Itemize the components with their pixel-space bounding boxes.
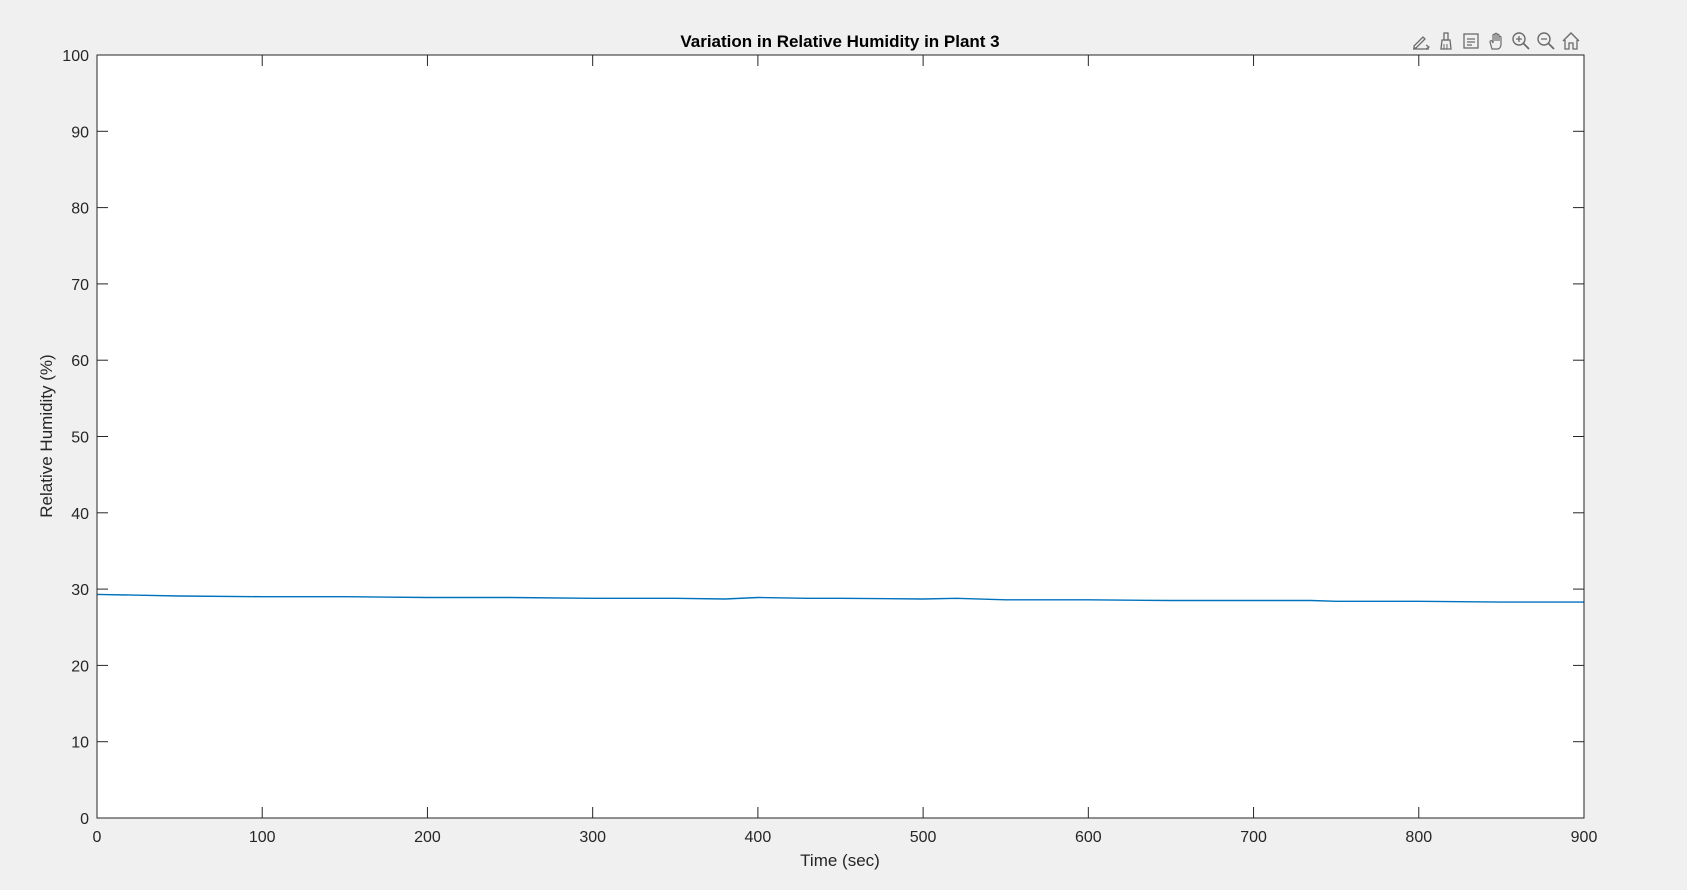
x-tick-label: 900 [1571,829,1598,846]
edit-icon[interactable] [1409,29,1432,53]
x-tick-label: 300 [579,829,606,846]
axes-toolbar [1409,28,1582,54]
x-tick-label: 0 [93,829,102,846]
y-tick-label: 60 [71,353,89,370]
y-tick-label: 0 [80,811,89,828]
y-tick-label: 90 [71,124,89,141]
x-tick-label: 500 [910,829,937,846]
zoom-in-icon[interactable] [1509,29,1532,53]
data-tips-icon[interactable] [1459,29,1482,53]
y-tick-label: 10 [71,735,89,752]
chart-title: Variation in Relative Humidity in Plant … [680,32,999,51]
y-tick-label: 30 [71,582,89,599]
zoom-out-icon[interactable] [1534,29,1557,53]
pan-hand-icon[interactable] [1484,29,1507,53]
brush-icon[interactable] [1434,29,1457,53]
x-tick-label: 400 [745,829,772,846]
y-tick-label: 100 [62,48,89,65]
plot-area [97,55,1584,818]
series-line [96,593,1584,603]
home-icon[interactable] [1559,29,1582,53]
y-tick-label: 50 [71,430,89,447]
x-tick-label: 200 [414,829,441,846]
y-tick-label: 40 [71,506,89,523]
y-tick-label: 70 [71,277,89,294]
x-tick-label: 600 [1075,829,1102,846]
y-tick-label: 80 [71,201,89,218]
x-tick-label: 700 [1240,829,1267,846]
y-tick-label: 20 [71,658,89,675]
axes-box [96,54,1585,819]
x-axis-label: Time (sec) [800,851,880,870]
x-tick-label: 100 [249,829,276,846]
y-axis-label: Relative Humidity (%) [37,354,56,517]
x-tick-label: 800 [1405,829,1432,846]
